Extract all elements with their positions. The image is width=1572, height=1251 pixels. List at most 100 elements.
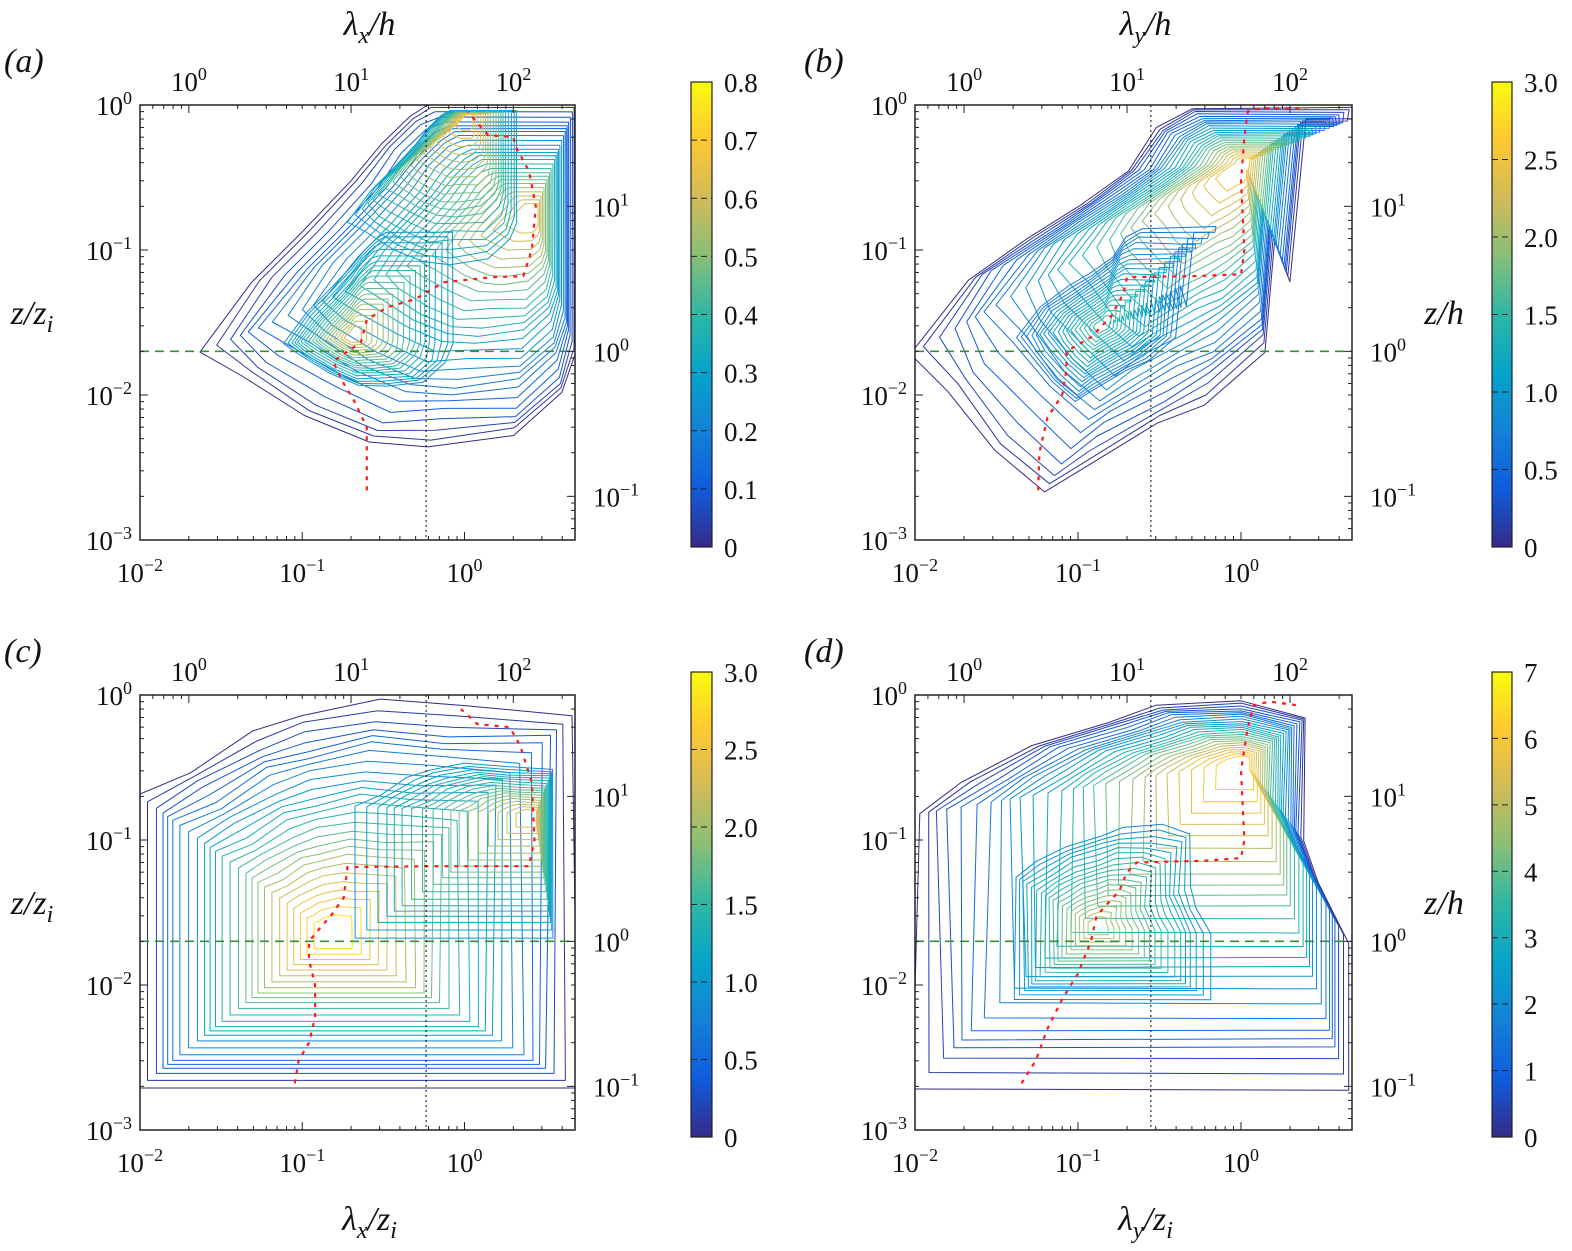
contour-line [477, 797, 541, 854]
contour-line [1180, 151, 1266, 230]
contour-line [354, 110, 515, 259]
colorbar-tick-label: 1 [1524, 1057, 1538, 1087]
tick-exponent: 1 [360, 654, 369, 674]
contour-line [313, 139, 563, 372]
tick-base: 10 [171, 657, 198, 687]
contour-line [313, 914, 353, 950]
tick-base: 10 [86, 381, 113, 411]
panel-label: (a) [4, 43, 44, 80]
contour-line [336, 314, 373, 349]
contour-line [445, 183, 546, 277]
colorbar-tick-label: 0.6 [724, 184, 758, 214]
label-main: z/h [1423, 885, 1464, 922]
colorbar-tick-label: 0 [1524, 533, 1538, 563]
contour-line [286, 881, 389, 971]
contour-line [367, 110, 509, 243]
contour-line [915, 106, 1352, 493]
y-tick-label: 10−2 [86, 378, 132, 411]
y-tick-label: 10−2 [86, 968, 132, 1001]
tick-exponent: 0 [123, 678, 132, 698]
contour-line [1215, 157, 1255, 192]
contour-line [401, 776, 549, 907]
tick-base: 10 [1109, 67, 1136, 97]
contour-line [1082, 135, 1298, 327]
contour-line [237, 821, 450, 1009]
contour-line [1166, 746, 1269, 837]
label-sub: i [1166, 1218, 1173, 1244]
contour-line [432, 785, 546, 885]
contour-line [1078, 905, 1121, 943]
tick-base: 10 [495, 67, 522, 97]
colorbar-tick-label: 1.5 [1524, 301, 1558, 331]
y-tick-label: 10−1 [861, 233, 907, 266]
x-tick-label: 100 [446, 1145, 482, 1178]
contour-line [922, 109, 1350, 485]
top-tick-label: 101 [1109, 654, 1145, 687]
tick-exponent: 0 [1250, 555, 1259, 575]
colorbar-tick-label: 0.3 [724, 359, 758, 389]
contour-line [974, 117, 1335, 434]
tick-exponent: −1 [113, 823, 132, 843]
bottom-axis-label: λy/zi [1117, 1201, 1173, 1244]
tick-exponent: 1 [1136, 64, 1145, 84]
contour-line [291, 242, 443, 382]
contour-line [172, 741, 534, 1061]
contour-layer [140, 698, 575, 1089]
contour-line [155, 721, 557, 1074]
y-tick-label: 10−1 [86, 233, 132, 266]
contour-line [436, 113, 482, 156]
tick-base: 10 [1370, 782, 1397, 812]
contour-line [1035, 852, 1182, 982]
contour-line [467, 795, 542, 861]
contour-line [393, 773, 550, 912]
ridge-line [1037, 107, 1306, 491]
contour-line [960, 710, 1333, 1041]
contour-layer [915, 106, 1352, 493]
label-sub: i [47, 902, 54, 928]
contour-line [1035, 248, 1192, 388]
contour-line [384, 111, 502, 218]
y-tick-label: 10−3 [861, 523, 907, 556]
right-tick-label: 100 [593, 334, 629, 367]
label-sub: y [1131, 1218, 1144, 1244]
tick-exponent: −1 [1397, 479, 1416, 499]
contour-line [216, 106, 575, 441]
contour-line [939, 111, 1345, 477]
contour-line [1037, 127, 1314, 377]
colorbar-tick-label: 4 [1524, 857, 1538, 887]
contour-line [1039, 253, 1187, 383]
tick-base: 10 [495, 657, 522, 687]
tick-base: 10 [861, 826, 888, 856]
contour-line [966, 115, 1338, 450]
tick-exponent: −2 [144, 1145, 163, 1165]
contour-line [1203, 155, 1259, 204]
contour-line [429, 113, 484, 163]
colorbar-tick-label: 7 [1524, 658, 1538, 688]
tick-exponent: −1 [1397, 1069, 1416, 1089]
contour-layer [199, 105, 575, 491]
top-tick-label: 101 [333, 64, 369, 97]
contour-line [1088, 310, 1120, 339]
contour-line [1083, 911, 1115, 939]
tick-exponent: −1 [113, 233, 132, 253]
tick-exponent: −2 [919, 1145, 938, 1165]
label-main: λ [1117, 1201, 1133, 1238]
contour-line [140, 698, 575, 1089]
contour-line [418, 175, 549, 293]
contour-line [332, 148, 559, 352]
label-main: z/z [10, 885, 47, 922]
label-main: z/z [10, 295, 47, 332]
tick-exponent: −2 [144, 555, 163, 575]
plot-frame [139, 694, 576, 1131]
top-axis-label: λx/h [343, 6, 396, 49]
contour-line [442, 113, 479, 148]
contour-line [377, 769, 552, 923]
tick-base: 10 [593, 1072, 620, 1102]
x-tick-label: 10−2 [117, 1145, 163, 1178]
contour-line [442, 787, 545, 879]
contour-line [325, 298, 389, 356]
contour-line [304, 265, 422, 372]
